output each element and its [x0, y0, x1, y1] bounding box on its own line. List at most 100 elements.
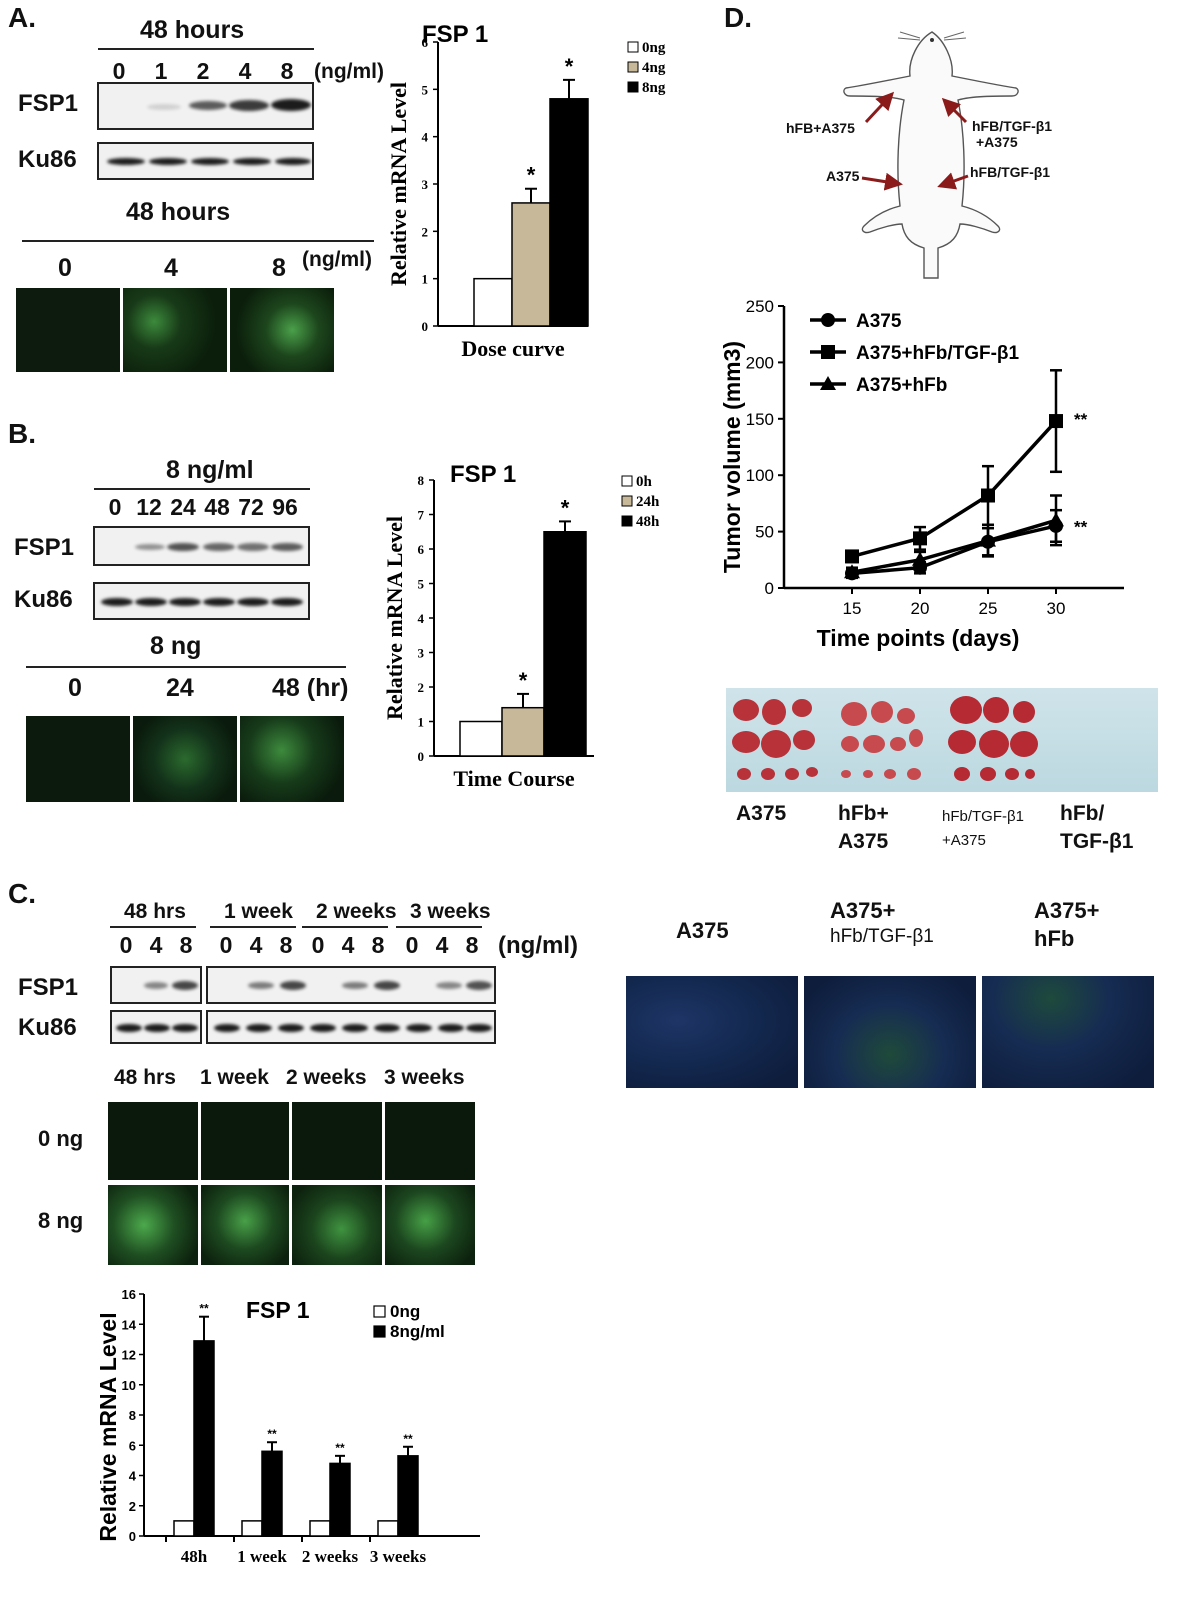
y-tick-label: 10: [122, 1378, 136, 1393]
panel-c-fsp1-blot-48h: [110, 966, 202, 1004]
panel-c-fluor-group-label: 3 weeks: [384, 1066, 465, 1089]
panel-c-group-label: 3 weeks: [410, 900, 491, 923]
data-point: [1049, 414, 1063, 429]
bar-8ng: [193, 1340, 215, 1537]
panel-b-fluor-image-24: [133, 716, 237, 802]
bar: [549, 98, 589, 327]
data-point: [844, 564, 860, 579]
bar: [473, 277, 513, 327]
x-tick-label: 3 weeks: [370, 1547, 427, 1566]
mouse-injection-arrows: [861, 91, 969, 191]
y-tick-label: 200: [746, 353, 774, 372]
data-point: [1048, 512, 1064, 527]
significance-mark: *: [527, 163, 536, 188]
panel-c-group-label: 48 hrs: [124, 900, 186, 923]
panel-c-fsp1-blot-weeks: [206, 966, 496, 1004]
panel-c-fluor-group-label: 1 week: [200, 1066, 269, 1089]
x-tick-label: 30: [1047, 599, 1066, 618]
y-tick-label: 8: [129, 1408, 136, 1423]
tumor-label-line1: A375: [736, 802, 787, 825]
panel-c-fluor-0ng-3wk: [385, 1102, 475, 1180]
panel-b-bar-chart: 0 1 2 3 4 5 6 7 8 * * FSP 1 Time Course Relative mRNA…: [382, 461, 660, 791]
y-tick-label: 4: [422, 130, 429, 145]
x-tick-label: 15: [843, 599, 862, 618]
chart-title: FSP 1: [422, 21, 488, 48]
legend-label: A375+hFb/TGF-β1: [856, 343, 1020, 364]
y-tick-label: 4: [129, 1469, 137, 1484]
panel-c-dose-label: 4: [149, 932, 163, 958]
panel-c-dose-label: 8: [279, 932, 293, 958]
ihc-label-line1: A375+: [1034, 898, 1100, 923]
panel-b-fluor-image-0: [26, 716, 130, 802]
bar-0ng: [377, 1520, 399, 1537]
panel-a-fluor-image-8: [230, 288, 334, 372]
y-tick-label: 6: [129, 1438, 136, 1453]
legend-label: 0ng: [390, 1302, 420, 1321]
x-tick-label: 20: [911, 599, 930, 618]
legend-marker: [821, 313, 835, 327]
bar: [459, 720, 503, 757]
panel-c-fluor-8ng-2wk: [292, 1185, 382, 1265]
significance-mark: **: [267, 1427, 277, 1441]
bar: [501, 706, 545, 757]
panel-a-blot-header: 48 hours: [140, 16, 245, 44]
y-tick-label: 0: [422, 319, 429, 334]
legend-label: 0ng: [642, 40, 666, 56]
panel-c-dose-unit: (ng/ml): [498, 932, 578, 959]
bar-0ng: [241, 1520, 263, 1537]
panel-a-fluor-dose-8: 8: [272, 254, 286, 282]
tumor-label-line1: hFb/: [1060, 802, 1105, 825]
panel-c-fluor-0ng-48h: [108, 1102, 198, 1180]
panel-c-fluor-8ng-48h: [108, 1185, 198, 1265]
panel-c-fluor-row-0ng: 0 ng: [38, 1126, 84, 1151]
panel-a-ku86-blot: [97, 142, 314, 180]
panel-b-time-label: 0: [108, 494, 122, 520]
significance-mark: **: [1074, 517, 1088, 536]
y-tick-label: 2: [418, 680, 425, 695]
panel-c-fluor-group-label: 48 hrs: [114, 1066, 176, 1089]
mouse-label-hfb-a375: hFB+A375: [786, 120, 855, 136]
panel-c-dose-label: 0: [311, 932, 325, 958]
legend-swatch: [621, 495, 633, 507]
bar-8ng: [329, 1462, 351, 1537]
significance-mark: **: [199, 1302, 209, 1316]
mouse-label-a375: A375: [826, 168, 860, 184]
panel-c-fluor-row-8ng: 8 ng: [38, 1208, 84, 1233]
panel-a-ku86-label: Ku86: [18, 146, 77, 173]
y-tick-label: 100: [746, 466, 774, 485]
legend-label: 24h: [636, 494, 660, 510]
y-axis-label: Relative mRNA Level: [386, 82, 411, 286]
y-tick-label: 50: [755, 523, 774, 542]
tumor-label-line1: hFb+: [838, 802, 889, 825]
y-axis-label: Relative mRNA Level: [382, 516, 407, 720]
panel-c-dose-label: 4: [249, 932, 263, 958]
x-axis-label: Dose curve: [461, 336, 564, 361]
panel-c-fluor-group-label: 2 weeks: [286, 1066, 367, 1089]
y-tick-label: 2: [422, 224, 429, 239]
series-line-1: [851, 419, 1058, 559]
data-point: [980, 532, 996, 547]
y-tick-label: 5: [422, 82, 429, 97]
y-axis-label: Relative mRNA Level: [100, 1312, 121, 1541]
mouse-label-hfb-tgf: hFB/TGF-β1: [970, 164, 1051, 180]
significance-mark: **: [403, 1432, 413, 1446]
panel-d-letter: D.: [724, 2, 752, 33]
panel-c-dose-label: 0: [405, 932, 419, 958]
panel-c-dose-label: 8: [179, 932, 193, 958]
ihc-label-line1: A375: [676, 918, 729, 943]
panel-c-ku86-blot-weeks: [206, 1010, 496, 1044]
panel-b-fluor-time-0: 0: [68, 674, 82, 702]
legend-swatch: [627, 81, 639, 93]
y-tick-label: 8: [418, 473, 425, 488]
panel-a-fluor-image-4: [123, 288, 227, 372]
panel-c-dose-label: 8: [371, 932, 385, 958]
panel-a-bar-chart: 0 1 2 3 4 5 6 * * FSP 1 Dose curve Relative mRNA Le…: [386, 21, 666, 361]
y-tick-label: 0: [129, 1529, 136, 1544]
header-rule: [98, 48, 314, 50]
panel-b-time-label: 96: [272, 494, 298, 520]
y-tick-label: 250: [746, 297, 774, 316]
ihc-label-line2: hFb/TGF-β1: [830, 926, 934, 947]
bar: [543, 531, 587, 757]
panel-b-ku86-blot: [93, 582, 310, 620]
header-rule: [94, 488, 310, 490]
